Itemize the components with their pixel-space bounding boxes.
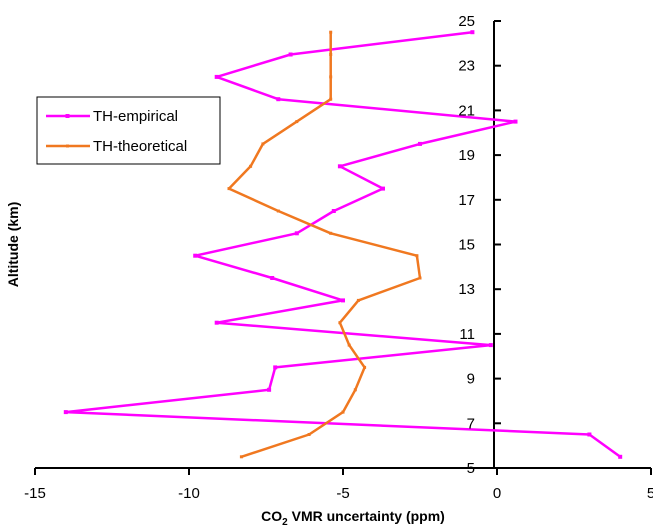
legend-label-theoretical: TH-theoretical bbox=[93, 138, 187, 155]
data-point-empirical bbox=[193, 254, 197, 258]
data-point-empirical bbox=[289, 53, 293, 57]
y-tick-label: 25 bbox=[458, 13, 475, 30]
y-tick-label: 23 bbox=[458, 58, 475, 75]
data-point-empirical bbox=[270, 276, 274, 280]
y-tick-label: 13 bbox=[458, 281, 475, 298]
data-point-empirical bbox=[338, 164, 342, 168]
y-tick-label: 7 bbox=[467, 415, 475, 432]
data-point-empirical bbox=[215, 75, 219, 79]
data-point-theoretical bbox=[419, 277, 422, 280]
data-point-empirical bbox=[418, 142, 422, 146]
tick-labels: -15 -10 -5 0 5 5 7 9 11 13 15 17 19 21 23 25 bbox=[24, 13, 653, 502]
y-tick-label: 19 bbox=[458, 147, 475, 164]
data-point-theoretical bbox=[329, 232, 332, 235]
data-point-empirical bbox=[276, 97, 280, 101]
data-point-theoretical bbox=[329, 31, 332, 34]
y-tick-label: 21 bbox=[458, 102, 475, 119]
data-point-empirical bbox=[332, 209, 336, 213]
x-tick-label: 5 bbox=[647, 485, 653, 502]
data-point-empirical bbox=[381, 187, 385, 191]
data-point-theoretical bbox=[329, 98, 332, 101]
x-tick-label: -10 bbox=[178, 485, 200, 502]
x-axis-title-main: CO bbox=[261, 508, 282, 524]
data-point-empirical bbox=[295, 231, 299, 235]
data-point-empirical bbox=[64, 410, 68, 414]
data-point-theoretical bbox=[354, 388, 357, 391]
y-tick-label: 15 bbox=[458, 237, 475, 254]
x-axis-title: CO2 VMR uncertainty (ppm) bbox=[261, 508, 445, 528]
x-tick-label: 0 bbox=[493, 485, 501, 502]
y-tick-label: 11 bbox=[459, 326, 475, 343]
series-theoretical bbox=[228, 31, 422, 459]
y-axis-title: Altitude (km) bbox=[5, 202, 21, 288]
data-point-theoretical bbox=[261, 142, 264, 145]
data-point-empirical bbox=[215, 321, 219, 325]
data-point-theoretical bbox=[308, 433, 311, 436]
x-tick-label: -5 bbox=[336, 485, 349, 502]
data-point-theoretical bbox=[329, 75, 332, 78]
y-tick-label: 5 bbox=[467, 460, 475, 477]
legend-marker-empirical bbox=[66, 114, 70, 118]
data-point-theoretical bbox=[277, 210, 280, 213]
legend-marker-theoretical bbox=[66, 145, 69, 148]
y-tick-label: 9 bbox=[467, 371, 475, 388]
legend: TH-empirical TH-theoretical bbox=[37, 97, 220, 164]
data-point-theoretical bbox=[240, 455, 243, 458]
data-point-theoretical bbox=[415, 254, 418, 257]
data-point-empirical bbox=[273, 365, 277, 369]
x-tick-label: -15 bbox=[24, 485, 46, 502]
data-point-empirical bbox=[489, 343, 493, 347]
x-axis-title-rest: VMR uncertainty (ppm) bbox=[288, 508, 445, 524]
series-line-empirical bbox=[66, 32, 620, 457]
data-point-empirical bbox=[587, 433, 591, 437]
data-point-theoretical bbox=[249, 165, 252, 168]
legend-label-empirical: TH-empirical bbox=[93, 108, 178, 125]
data-point-empirical bbox=[618, 455, 622, 459]
data-point-theoretical bbox=[228, 187, 231, 190]
data-point-empirical bbox=[341, 298, 345, 302]
data-point-theoretical bbox=[329, 53, 332, 56]
data-point-theoretical bbox=[342, 411, 345, 414]
series-lines bbox=[64, 30, 622, 459]
series-empirical bbox=[64, 30, 622, 459]
data-point-empirical bbox=[267, 388, 271, 392]
data-point-empirical bbox=[470, 30, 474, 34]
data-point-theoretical bbox=[338, 321, 341, 324]
data-point-theoretical bbox=[357, 299, 360, 302]
data-point-theoretical bbox=[295, 120, 298, 123]
series-line-theoretical bbox=[229, 32, 420, 457]
axes bbox=[35, 21, 651, 475]
data-point-theoretical bbox=[348, 344, 351, 347]
data-point-empirical bbox=[514, 120, 518, 124]
y-tick-label: 17 bbox=[458, 192, 475, 209]
data-point-theoretical bbox=[363, 366, 366, 369]
